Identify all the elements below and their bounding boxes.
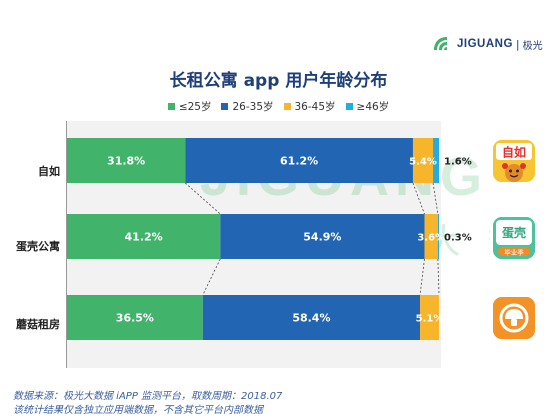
bar-mogu-36-45: [420, 295, 439, 340]
dan-ke-app-icon: 蛋壳 毕业季: [493, 217, 535, 259]
data-label-danke-26-35: 54.9%: [303, 231, 341, 244]
data-label-mogu-36-45: 5.1%: [416, 314, 444, 325]
data-label-mogu-le25: 36.5%: [116, 312, 154, 325]
category-label-danke: 蛋壳公寓: [16, 240, 60, 253]
footer-source: 数据来源：极光大数据 iAPP 监测平台，取数周期：2018.07: [13, 391, 283, 402]
dan-ke-icon-text: 蛋壳: [502, 225, 526, 240]
brand-separator: |: [515, 37, 520, 51]
legend-label-36-45: 36-45岁: [294, 101, 336, 113]
legend-swatch-26-35: [221, 103, 229, 110]
connector-line: [432, 182, 439, 215]
brand-name: JIGUANG: [457, 38, 513, 50]
bar-danke-26-35: [220, 214, 425, 259]
data-label-danke-le25: 41.2%: [125, 231, 163, 244]
zi-ru-icon-text: 自如: [502, 145, 526, 160]
bar-ziru-ge46: [433, 138, 439, 183]
legend-item-36-45: 36-45岁: [283, 99, 336, 114]
bar-ziru-36-45: [412, 138, 434, 183]
jiguang-logo-icon: [434, 37, 447, 50]
bar-danke-36-45: [424, 214, 438, 259]
connector-line: [437, 258, 440, 296]
legend-item-ge46: ≥46岁: [345, 99, 390, 114]
category-label-mogu: 蘑菇租房: [16, 318, 60, 331]
zi-ru-logo-icon: 自如: [493, 140, 535, 182]
legend-label-ge46: ≥46岁: [356, 101, 390, 113]
data-label-danke-ge46: 0.3%: [444, 233, 472, 244]
bar-ziru-26-35: [185, 138, 413, 183]
legend-swatch-36-45: [283, 103, 291, 110]
dan-ke-icon-subtext: 毕业季: [504, 248, 524, 257]
connector-line: [412, 182, 425, 215]
chart-legend: ≤25岁 26-35岁 36-45岁 ≥46岁: [0, 99, 557, 114]
connector-line: [202, 258, 221, 296]
legend-swatch-ge46: [345, 103, 353, 110]
bar-ziru-le25: [67, 138, 186, 183]
connector-line: [419, 258, 425, 296]
legend-item-26-35: 26-35岁: [221, 99, 274, 114]
mushroom-icon: [493, 297, 535, 339]
chart-title: 长租公寓 app 用户年龄分布: [169, 71, 388, 91]
bar-danke-le25: [67, 214, 221, 259]
data-label-mogu-26-35: 58.4%: [292, 312, 330, 325]
category-label-ziru: 自如: [38, 165, 60, 178]
bar-mogu-le25: [67, 295, 203, 340]
bar-mogu-26-35: [202, 295, 421, 340]
data-label-ziru-36-45: 5.4%: [409, 157, 437, 168]
bar-danke-ge46: [437, 214, 439, 259]
mogu-app-icon: [493, 297, 535, 339]
data-label-ziru-le25: 31.8%: [107, 155, 145, 168]
dan-ke-logo-icon: 蛋壳 毕业季: [493, 217, 535, 259]
data-label-danke-36-45: 3.6%: [417, 233, 445, 244]
brand-logo: JIGUANG | 极光: [431, 34, 543, 54]
data-label-ziru-ge46: 1.6%: [444, 157, 472, 168]
footer-note: 该统计结果仅含独立应用端数据，不含其它平台内部数据: [13, 405, 263, 416]
y-axis-line: [66, 121, 67, 368]
legend-label-26-35: 26-35岁: [232, 101, 274, 113]
data-label-ziru-26-35: 61.2%: [280, 155, 318, 168]
legend-swatch-le25: [167, 103, 175, 110]
legend-label-le25: ≤25岁: [178, 101, 212, 113]
zi-ru-app-icon: 自如: [493, 140, 535, 182]
connector-line: [185, 182, 221, 215]
legend-item-le25: ≤25岁: [167, 99, 212, 114]
brand-name-cn: 极光: [522, 40, 543, 52]
